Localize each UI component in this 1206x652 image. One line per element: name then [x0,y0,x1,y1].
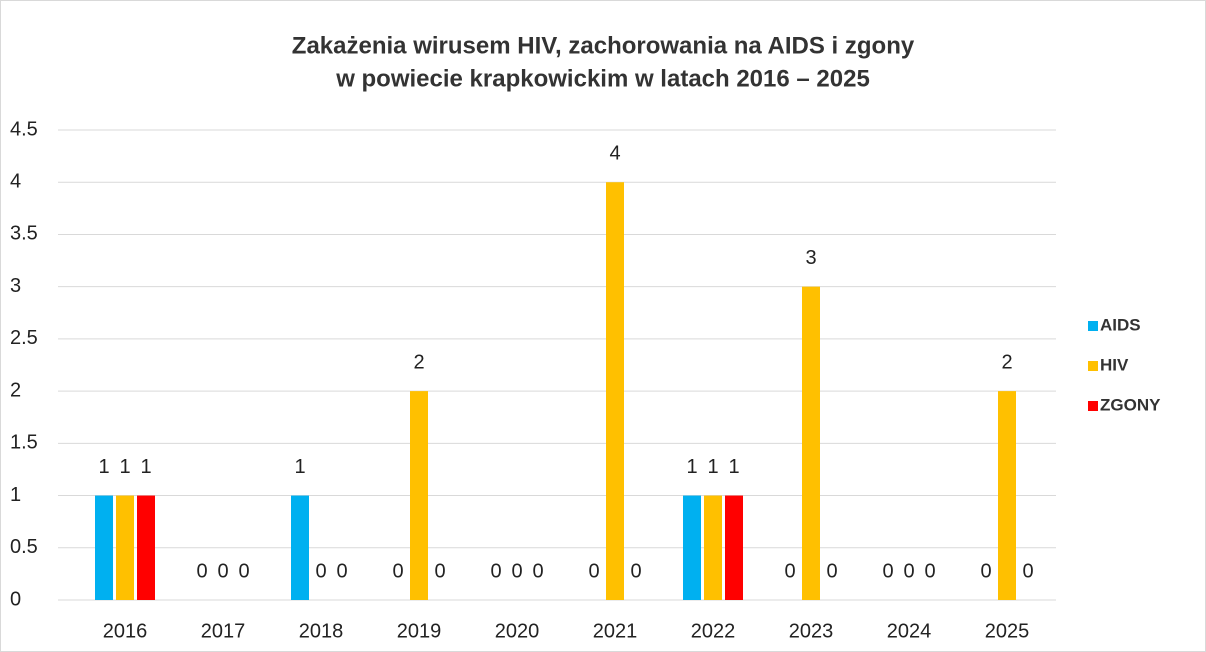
bar [606,182,624,600]
legend-swatch [1088,401,1098,411]
data-label: 0 [490,560,501,582]
data-label: 0 [532,560,543,582]
x-tick-label: 2021 [593,620,638,642]
data-label: 0 [392,560,403,582]
bar [704,495,722,600]
y-tick-label: 1 [10,484,21,506]
data-label: 0 [826,560,837,582]
data-label: 0 [588,560,599,582]
x-tick-label: 2019 [397,620,442,642]
data-label: 0 [315,560,326,582]
data-label: 0 [217,560,228,582]
data-label: 0 [924,560,935,582]
bar [802,286,820,600]
data-label: 0 [784,560,795,582]
y-tick-label: 3 [10,275,21,297]
bar [116,495,134,600]
data-label: 3 [805,247,816,269]
data-label: 1 [294,456,305,478]
x-tick-label: 2020 [495,620,540,642]
data-label: 1 [140,456,151,478]
bar [291,495,309,600]
legend-swatch [1088,321,1098,331]
data-label: 1 [707,456,718,478]
data-label: 0 [882,560,893,582]
data-label: 0 [903,560,914,582]
bar [683,495,701,600]
chart-title: w powiecie krapkowickim w latach 2016 – … [335,65,870,92]
y-tick-label: 2.5 [10,327,38,349]
data-label: 0 [238,560,249,582]
data-label: 2 [413,351,424,373]
data-label: 1 [728,456,739,478]
y-tick-label: 0 [10,588,21,610]
x-tick-label: 2016 [103,620,148,642]
legend-label: HIV [1100,355,1129,374]
bar [998,391,1016,600]
x-tick-label: 2017 [201,620,246,642]
data-label: 0 [1022,560,1033,582]
data-label: 0 [511,560,522,582]
x-tick-label: 2024 [887,620,932,642]
x-tick-label: 2022 [691,620,736,642]
chart-title: Zakażenia wirusem HIV, zachorowania na A… [292,32,915,59]
data-label: 1 [686,456,697,478]
legend-label: ZGONY [1100,395,1161,414]
x-tick-label: 2025 [985,620,1030,642]
y-tick-label: 1.5 [10,432,38,454]
data-label: 1 [119,456,130,478]
legend-label: AIDS [1100,315,1141,334]
data-label: 1 [98,456,109,478]
data-label: 0 [980,560,991,582]
data-label: 0 [196,560,207,582]
y-tick-label: 4.5 [10,118,38,140]
data-label: 0 [336,560,347,582]
y-tick-label: 3.5 [10,223,38,245]
legend-swatch [1088,361,1098,371]
data-label: 4 [609,143,620,165]
y-tick-label: 2 [10,379,21,401]
bar [95,495,113,600]
x-tick-label: 2023 [789,620,834,642]
y-tick-label: 0.5 [10,536,38,558]
data-label: 0 [630,560,641,582]
bar [137,495,155,600]
bar [725,495,743,600]
y-tick-label: 4 [10,171,21,193]
bar [410,391,428,600]
x-tick-label: 2018 [299,620,344,642]
data-label: 0 [434,560,445,582]
data-label: 2 [1001,351,1012,373]
